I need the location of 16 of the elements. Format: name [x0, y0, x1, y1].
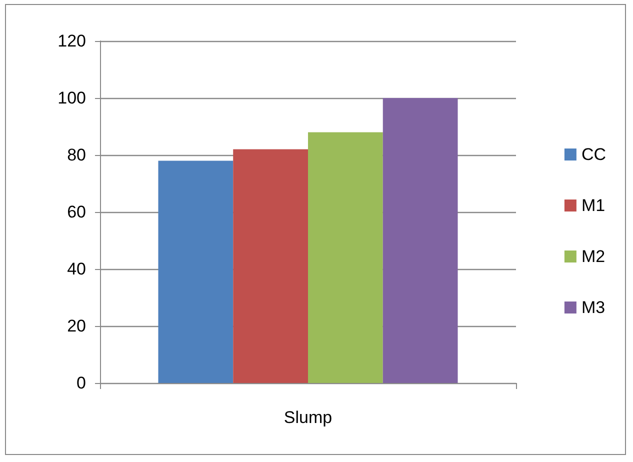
y-tick-label: 20 — [67, 316, 86, 336]
y-tick-label: 60 — [67, 202, 86, 222]
y-tick-label: 120 — [58, 32, 86, 50]
bar — [308, 132, 383, 383]
y-tick-label: 0 — [76, 374, 86, 392]
y-tick-label: 100 — [58, 88, 86, 108]
bar — [382, 98, 458, 383]
legend-label: M1 — [581, 196, 606, 215]
legend-label: CC — [581, 145, 606, 164]
y-tick-label: 80 — [67, 146, 86, 164]
bar — [158, 160, 234, 383]
bar — [233, 149, 308, 383]
x-tick-label: Slump — [284, 408, 332, 427]
legend-label: M2 — [581, 247, 606, 266]
legend-label: M3 — [581, 298, 606, 317]
y-tick-label: 40 — [67, 260, 86, 278]
